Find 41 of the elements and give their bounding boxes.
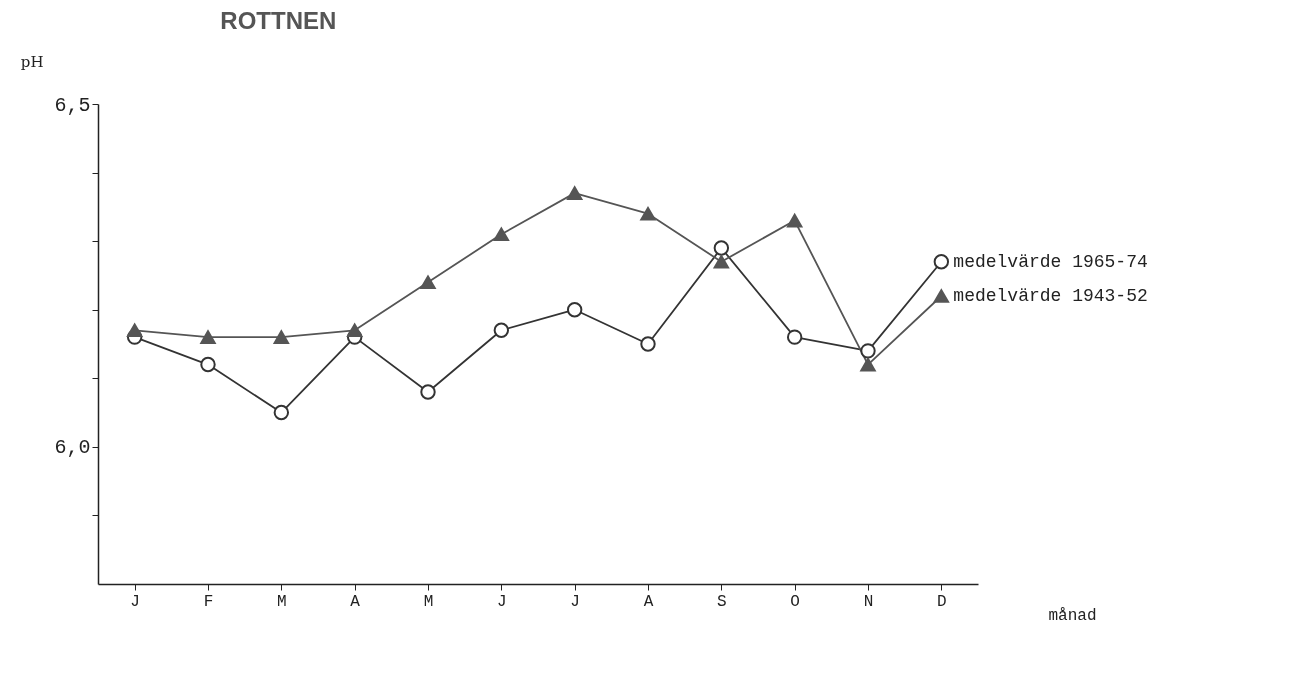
y-axis-title: pH bbox=[20, 52, 44, 71]
point bbox=[273, 330, 290, 344]
x-tick-label: O bbox=[790, 592, 800, 611]
series-label: medelvärde 1943-52 bbox=[953, 286, 1148, 306]
point bbox=[933, 289, 950, 303]
point bbox=[200, 330, 216, 344]
point bbox=[346, 323, 363, 338]
x-tick-label: A bbox=[643, 592, 654, 611]
point bbox=[493, 227, 510, 242]
chart-title: ROTTNEN bbox=[220, 7, 337, 34]
x-tick-label: S bbox=[717, 592, 727, 611]
point bbox=[566, 302, 583, 318]
series-label: medelvärde 1965-74 bbox=[953, 251, 1148, 272]
point bbox=[273, 404, 290, 421]
x-tick-label: F bbox=[203, 592, 214, 611]
x-tick-label: M bbox=[423, 592, 434, 611]
x-tick-label: A bbox=[350, 592, 361, 611]
point bbox=[860, 343, 876, 359]
point bbox=[640, 206, 656, 221]
point bbox=[713, 254, 730, 269]
x-tick-label: D bbox=[937, 592, 947, 611]
point bbox=[713, 240, 730, 256]
x-tick-label: N bbox=[863, 592, 874, 611]
point bbox=[786, 213, 803, 228]
x-axis-title: månad bbox=[1048, 606, 1097, 625]
point bbox=[860, 357, 876, 372]
point bbox=[786, 329, 803, 345]
point bbox=[566, 186, 583, 200]
point bbox=[200, 356, 216, 373]
point bbox=[420, 384, 436, 400]
y-tick-label: 6,0 bbox=[54, 436, 91, 460]
point bbox=[640, 336, 656, 352]
x-tick-label: J bbox=[497, 592, 507, 611]
x-tick-label: M bbox=[277, 592, 287, 611]
point bbox=[493, 322, 510, 338]
y-tick-label: 6,5 bbox=[54, 93, 91, 117]
point bbox=[933, 254, 950, 270]
point bbox=[126, 323, 143, 338]
x-tick-label: J bbox=[570, 592, 580, 611]
x-tick-label: J bbox=[130, 592, 140, 611]
point bbox=[420, 275, 436, 290]
